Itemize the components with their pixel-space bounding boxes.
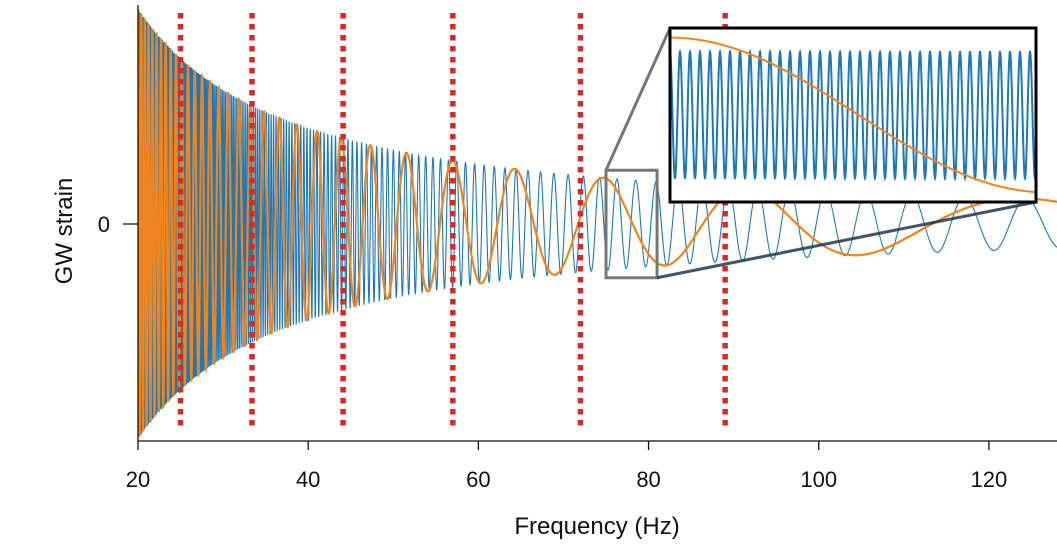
zoom-callout — [604, 27, 1037, 280]
inset-frame — [668, 26, 1038, 204]
axes: 20 40 60 80 100 120 0 Frequency (Hz) GW strai… — [51, 5, 1057, 540]
x-tick-label: 20 — [126, 467, 150, 492]
zoom-inset — [668, 26, 1038, 204]
y-axis-title: GW strain — [51, 178, 78, 285]
zoom-connector-bottom — [656, 200, 1037, 280]
x-tick-label: 120 — [971, 467, 1008, 492]
zoom-region-box — [604, 168, 659, 280]
plot-area — [138, 8, 1057, 437]
x-tick-label: 40 — [296, 467, 320, 492]
inset-series-chirp-line — [670, 48, 1036, 182]
y-tick-label: 0 — [98, 212, 110, 237]
x-tick-label: 60 — [466, 467, 490, 492]
x-tick-label: 100 — [800, 467, 837, 492]
inset-series-slow-line — [670, 36, 1036, 194]
x-tick-label: 80 — [636, 467, 660, 492]
x-axis-title: Frequency (Hz) — [514, 513, 679, 540]
series-slow-line — [138, 8, 1057, 437]
y-ticks: 0 — [98, 212, 138, 237]
zoom-connector-top — [604, 27, 672, 171]
x-ticks: 20 40 60 80 100 120 — [126, 441, 1008, 492]
